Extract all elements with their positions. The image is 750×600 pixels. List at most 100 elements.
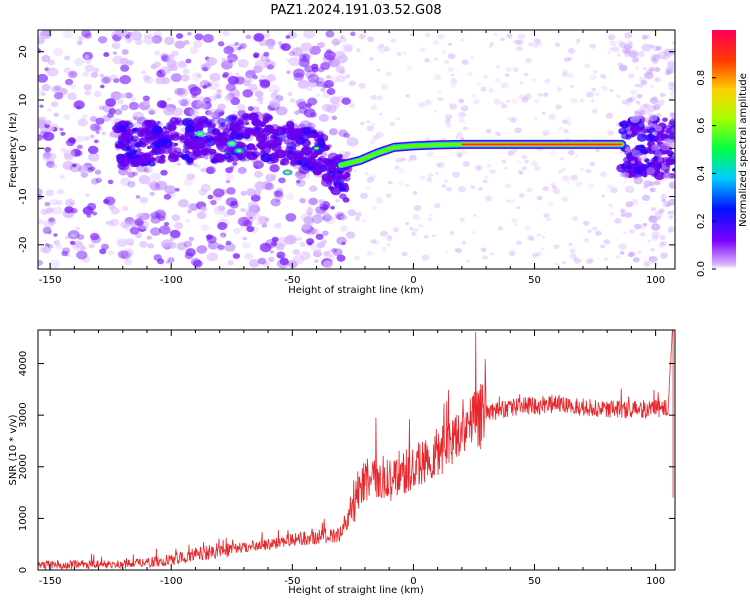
noise-blob xyxy=(159,100,167,107)
noise-blob xyxy=(110,74,118,80)
noise-blob xyxy=(521,154,528,160)
noise-blob xyxy=(326,88,336,95)
edge-blob xyxy=(661,156,673,166)
snr-ytick-label: 2000 xyxy=(18,454,29,479)
noise-blob xyxy=(155,180,168,191)
edge-noise xyxy=(648,255,658,263)
noise-blob xyxy=(542,111,546,115)
noise-blob xyxy=(217,221,228,231)
noise-blob xyxy=(100,243,109,251)
noise-blob xyxy=(517,33,526,40)
noise-blob xyxy=(615,254,621,260)
noise-blob xyxy=(629,229,635,234)
noise-blob xyxy=(243,252,254,260)
noise-blob xyxy=(270,241,278,247)
noise-blob xyxy=(125,38,132,44)
noise-blob xyxy=(543,214,547,217)
noise-blob xyxy=(488,45,493,49)
noise-blob xyxy=(120,57,129,65)
noise-blob xyxy=(649,84,654,88)
signal-blob xyxy=(314,167,323,174)
noise-blob xyxy=(303,108,316,118)
noise-blob xyxy=(226,187,236,195)
noise-blob xyxy=(245,34,252,40)
noise-blob xyxy=(167,257,175,263)
noise-blob xyxy=(134,38,143,46)
signal-blob xyxy=(288,130,297,137)
noise-blob xyxy=(499,37,505,42)
snr-ytick-label: 3000 xyxy=(18,402,29,427)
noise-blob xyxy=(500,82,509,89)
noise-blob xyxy=(506,99,510,103)
noise-blob xyxy=(304,65,314,73)
noise-blob xyxy=(603,239,611,245)
noise-blob xyxy=(220,233,225,238)
noise-blob xyxy=(445,186,452,192)
signal-blob xyxy=(182,117,194,127)
noise-blob xyxy=(526,187,533,193)
signal-blob xyxy=(211,158,218,164)
noise-blob xyxy=(509,199,515,204)
noise-blob xyxy=(373,239,381,245)
signal-blob xyxy=(264,154,270,159)
signal-blob xyxy=(250,152,256,156)
noise-blob xyxy=(314,259,319,263)
noise-blob xyxy=(278,177,286,184)
noise-blob xyxy=(500,103,508,109)
noise-blob xyxy=(314,208,325,217)
noise-blob xyxy=(366,120,371,124)
edge-noise xyxy=(627,252,635,258)
noise-blob xyxy=(295,173,302,178)
noise-blob xyxy=(603,257,609,262)
signal-blob xyxy=(217,117,226,125)
noise-blob xyxy=(128,242,134,246)
noise-blob xyxy=(660,193,668,200)
noise-blob xyxy=(316,80,324,88)
noise-blob xyxy=(528,42,534,47)
noise-blob xyxy=(450,73,454,77)
edge-noise xyxy=(644,124,651,130)
noise-blob xyxy=(98,36,108,44)
noise-blob xyxy=(239,43,247,50)
spectrogram-xlabel: Height of straight line (km) xyxy=(288,285,424,296)
spectrogram-xtick-label: 100 xyxy=(646,275,665,286)
noise-blob xyxy=(530,160,539,167)
noise-blob xyxy=(169,64,179,72)
snr-marks xyxy=(38,330,674,570)
noise-blob xyxy=(95,177,102,183)
noise-blob xyxy=(108,250,114,256)
noise-blob xyxy=(200,224,210,232)
noise-blob xyxy=(427,217,433,222)
noise-blob xyxy=(165,260,171,264)
signal-blob xyxy=(321,157,329,164)
signal-blob xyxy=(301,126,313,135)
noise-blob xyxy=(158,225,171,235)
noise-blob xyxy=(458,118,466,124)
noise-blob xyxy=(310,243,322,253)
noise-blob xyxy=(247,201,259,210)
noise-blob xyxy=(221,57,226,62)
noise-blob xyxy=(385,193,392,198)
noise-blob xyxy=(285,212,297,222)
noise-blob xyxy=(180,74,190,82)
noise-blob xyxy=(111,42,121,50)
noise-blob xyxy=(607,50,612,55)
noise-blob xyxy=(506,117,510,120)
noise-blob xyxy=(532,252,538,258)
noise-blob xyxy=(493,32,498,36)
noise-blob xyxy=(460,136,465,141)
noise-blob xyxy=(273,190,279,195)
noise-blob xyxy=(369,139,376,145)
noise-blob xyxy=(80,171,89,178)
noise-blob xyxy=(160,53,169,60)
noise-blob xyxy=(173,221,184,230)
noise-blob xyxy=(139,241,148,248)
noise-blob xyxy=(381,246,387,252)
signal-blob xyxy=(161,144,173,154)
noise-blob xyxy=(432,40,440,46)
signal-blob xyxy=(137,131,144,138)
noise-blob xyxy=(322,230,329,236)
signal-blob xyxy=(251,128,261,137)
noise-blob xyxy=(89,116,98,122)
